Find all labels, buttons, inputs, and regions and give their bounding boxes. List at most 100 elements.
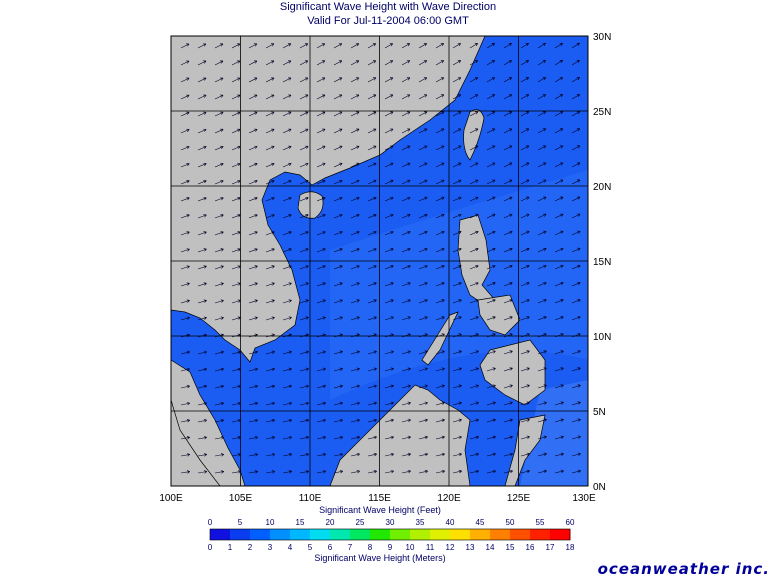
wave-arrow (214, 162, 224, 168)
wave-arrow (333, 350, 343, 355)
wave-arrow (384, 248, 394, 253)
wave-arrow (537, 42, 546, 49)
wave-arrow (435, 350, 445, 355)
wave-arrow (554, 452, 564, 457)
wave-arrow (214, 60, 224, 66)
wave-arrow (333, 452, 343, 457)
legend-tick-label: 0 (208, 518, 213, 527)
wave-arrow (418, 94, 428, 100)
wave-arrow (350, 248, 360, 253)
wave-arrow (452, 43, 461, 49)
wave-arrow (214, 197, 224, 202)
wave-arrow (401, 213, 411, 219)
wave-arrow (350, 384, 360, 389)
wave-arrow (180, 43, 190, 49)
wave-arrow (282, 453, 293, 457)
wave-arrow (537, 452, 547, 457)
wave-arrow (197, 282, 207, 287)
wave-arrow (180, 367, 190, 372)
wave-arrow (452, 316, 462, 321)
wave-arrow (350, 128, 360, 134)
legend-swatch (530, 529, 551, 540)
wave-arrow (435, 384, 445, 389)
wave-arrow (350, 43, 360, 49)
wave-arrow (248, 384, 258, 389)
wave-arrow (486, 418, 496, 423)
legend-tick-label: 35 (416, 518, 425, 527)
wave-arrow (316, 435, 326, 440)
wave-arrow (350, 350, 360, 355)
wave-arrow (316, 384, 326, 389)
wave-arrow (333, 384, 343, 389)
wave-arrow (197, 436, 208, 440)
wave-arrow (180, 401, 190, 406)
wave-arrow (350, 452, 360, 457)
wave-arrow (316, 350, 326, 355)
legend-swatch (330, 529, 351, 540)
wave-arrow (503, 196, 513, 202)
wave-arrow (435, 265, 445, 270)
legend-meters-ticks: 0 1 2 3 4 5 6 7 8 9 10 11 12 13 14 15 16 17 18 (208, 543, 575, 552)
wave-arrow (367, 316, 377, 321)
wave-arrow (214, 418, 225, 423)
wave-arrow (299, 179, 309, 185)
wave-arrow (486, 111, 496, 117)
wave-arrow (316, 248, 326, 253)
wave-arrow (554, 350, 564, 355)
wave-arrow (214, 94, 224, 100)
wave-arrow (520, 77, 530, 83)
wave-arrow (452, 401, 462, 406)
legend-tick-label: 3 (268, 543, 273, 552)
lon-tick-label: 100E (159, 493, 183, 504)
wave-arrow (299, 265, 309, 270)
wave-arrow (452, 60, 462, 66)
wave-arrow (231, 214, 241, 219)
wave-arrow (265, 94, 275, 100)
wave-arrow (384, 367, 394, 372)
wave-arrow (299, 248, 309, 253)
wave-arrow (571, 59, 580, 66)
wave-arrow (520, 128, 530, 134)
wave-arrow (384, 469, 394, 474)
wave-arrow (197, 111, 207, 117)
wave-arrow (503, 179, 513, 185)
wave-arrow (367, 162, 377, 168)
wave-arrow (554, 59, 563, 66)
wave-arrow (299, 128, 309, 134)
wave-arrow (401, 265, 411, 270)
wave-arrow (282, 282, 292, 287)
wave-arrow (469, 469, 479, 474)
wave-arrow (316, 94, 326, 100)
wave-arrow (367, 77, 377, 83)
wave-arrow (469, 179, 479, 185)
wave-arrow (486, 77, 496, 83)
wave-arrow (333, 145, 343, 151)
wave-arrow (197, 265, 207, 270)
wave-arrow (537, 350, 547, 355)
wave-arrow (503, 230, 513, 236)
wave-arrow (333, 111, 343, 117)
wave-arrow (333, 299, 343, 304)
lat-tick-label: 5N (593, 407, 606, 418)
latitude-labels: 30N 25N 20N 15N 10N 5N 0N (593, 32, 611, 493)
wave-arrow (571, 281, 581, 287)
wave-arrow (503, 384, 513, 389)
legend-tick-label: 10 (406, 543, 415, 552)
wave-arrow (367, 418, 377, 423)
wave-arrow (418, 230, 428, 236)
wave-arrow (231, 162, 241, 168)
land-borneo (329, 384, 471, 486)
wave-arrow (486, 230, 496, 236)
wave-arrow (469, 247, 479, 253)
wave-arrow (367, 452, 377, 457)
wave-arrow (418, 452, 428, 457)
wave-arrow (469, 350, 479, 355)
wave-arrow (367, 248, 377, 253)
wave-arrow (282, 231, 292, 236)
wave-arrow (299, 401, 309, 406)
legend-tick-label: 15 (296, 518, 305, 527)
wave-arrow (503, 213, 513, 219)
longitude-labels: 100E 105E 110E 115E 120E 125E 130E (159, 493, 596, 504)
wave-arrow (282, 265, 292, 270)
wave-arrow (265, 111, 275, 117)
